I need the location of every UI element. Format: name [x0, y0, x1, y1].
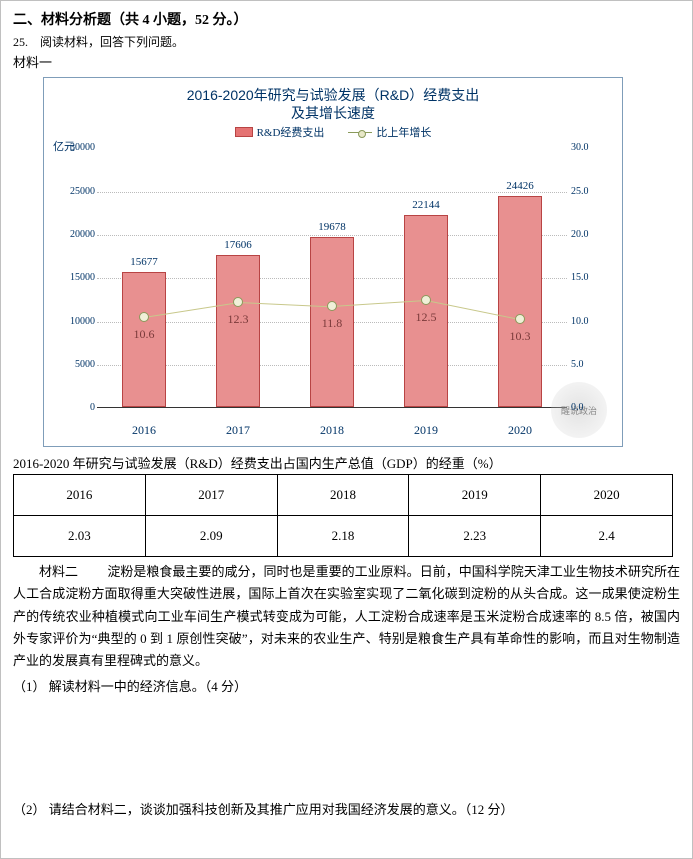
y-right-tick: 0.0	[571, 402, 613, 413]
gdp-table: 2016 2017 2018 2019 2020 2.03 2.09 2.18 …	[13, 474, 673, 557]
line-value-label: 10.6	[119, 327, 169, 342]
legend-bar-label: R&D经费支出	[257, 124, 325, 140]
table-caption: 2016-2020 年研究与试验发展（R&D）经费支出占国内生产总值（GDP）的…	[13, 453, 680, 472]
y-left-tick: 20000	[53, 229, 95, 240]
bar	[498, 196, 542, 408]
table-row: 2016 2017 2018 2019 2020	[14, 475, 673, 516]
legend-line-swatch	[348, 132, 372, 133]
y-left-tick: 25000	[53, 186, 95, 197]
table-cell: 2.23	[409, 516, 541, 557]
bar-value-label: 15677	[114, 256, 174, 268]
y-right-tick: 15.0	[571, 272, 613, 283]
x-axis-label: 2020	[490, 423, 550, 438]
bar	[216, 255, 260, 408]
x-axis-label: 2016	[114, 423, 174, 438]
table-cell: 2020	[541, 475, 673, 516]
line-dot	[421, 295, 431, 305]
chart-title: 2016-2020年研究与试验发展（R&D）经费支出 及其增长速度	[50, 86, 616, 122]
y-right-tick: 30.0	[571, 142, 613, 153]
y-right-tick: 20.0	[571, 229, 613, 240]
table-cell: 2.09	[145, 516, 277, 557]
line-dot	[233, 297, 243, 307]
x-axis-label: 2017	[208, 423, 268, 438]
table-cell: 2017	[145, 475, 277, 516]
chart-plot: 15677 10.6 17606 12.3 19678 11.8 22144 12.5 2442…	[97, 148, 567, 408]
line-value-label: 10.3	[495, 329, 545, 344]
legend-bar: R&D经费支出	[235, 124, 325, 140]
material-two-body: 淀粉是粮食最主要的咸分，同时也是重要的工业原料。日前，中国科学院天津工业生物技术…	[13, 564, 680, 667]
x-axis-label: 2019	[396, 423, 456, 438]
question-number-line: 25. 阅读材料，回答下列问题。	[13, 33, 680, 50]
x-axis-label: 2018	[302, 423, 362, 438]
y-left-tick: 30000	[53, 142, 95, 153]
table-cell: 2018	[277, 475, 409, 516]
table-cell: 2016	[14, 475, 146, 516]
y-left-tick: 5000	[53, 359, 95, 370]
bar-value-label: 17606	[208, 239, 268, 251]
chart-container: 2016-2020年研究与试验发展（R&D）经费支出 及其增长速度 R&D经费支…	[43, 77, 623, 447]
y-left-tick: 0	[53, 402, 95, 413]
y-right-tick: 5.0	[571, 359, 613, 370]
chart-legend: R&D经费支出 比上年增长	[50, 124, 616, 140]
legend-line: 比上年增长	[348, 124, 431, 140]
section-header: 二、材料分析题（共 4 小题，52 分。）	[13, 9, 680, 29]
material-two-label: 材料二	[39, 561, 78, 583]
y-left-tick: 10000	[53, 316, 95, 327]
bar-value-label: 24426	[490, 180, 550, 192]
line-value-label: 12.3	[213, 312, 263, 327]
y-right-tick: 10.0	[571, 316, 613, 327]
question-instruction: 阅读材料，回答下列问题。	[40, 35, 184, 49]
bar-value-label: 22144	[396, 199, 456, 211]
question-2: （2） 请结合材料二，谈谈加强科技创新及其推广应用对我国经济发展的意义。（12 …	[13, 799, 680, 818]
question-1: （1） 解读材料一中的经济信息。（4 分）	[13, 676, 680, 695]
material-two-paragraph: 材料二 淀粉是粮食最主要的咸分，同时也是重要的工业原料。日前，中国科学院天津工业…	[13, 561, 680, 671]
table-row: 2.03 2.09 2.18 2.23 2.4	[14, 516, 673, 557]
chart-area: 亿元 1567710.61760612.31967811.82214412.52…	[53, 142, 613, 442]
question-number: 25.	[13, 35, 28, 49]
legend-line-label: 比上年增长	[376, 124, 431, 140]
table-cell: 2.4	[541, 516, 673, 557]
line-dot	[139, 312, 149, 322]
line-value-label: 12.5	[401, 310, 451, 325]
y-right-tick: 25.0	[571, 186, 613, 197]
table-cell: 2019	[409, 475, 541, 516]
legend-bar-swatch	[235, 127, 253, 137]
material-one-label: 材料一	[13, 52, 680, 71]
table-cell: 2.03	[14, 516, 146, 557]
bar-value-label: 19678	[302, 221, 362, 233]
table-cell: 2.18	[277, 516, 409, 557]
line-value-label: 11.8	[307, 316, 357, 331]
y-left-tick: 15000	[53, 272, 95, 283]
